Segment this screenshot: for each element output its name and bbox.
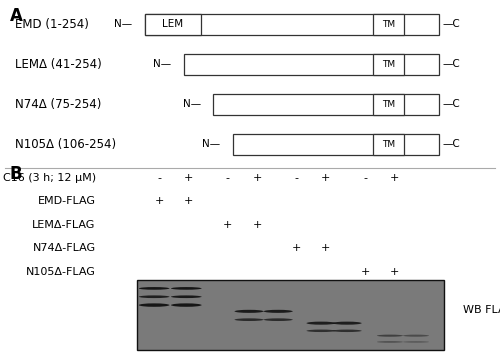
Ellipse shape (377, 335, 403, 337)
Text: B: B (10, 165, 22, 184)
Text: N74Δ (75-254): N74Δ (75-254) (15, 98, 101, 111)
Bar (144, 14, 439, 35)
Text: EMD-FLAG: EMD-FLAG (38, 196, 96, 206)
Text: +: + (252, 220, 262, 230)
Text: +: + (322, 173, 330, 183)
Text: +: + (224, 220, 232, 230)
Bar (372, 94, 404, 115)
Text: +: + (252, 173, 262, 183)
Text: +: + (322, 243, 330, 253)
Ellipse shape (306, 322, 336, 325)
Bar (372, 134, 404, 155)
Text: +: + (184, 173, 194, 183)
Bar (138, 280, 444, 350)
Text: N—: N— (114, 20, 132, 29)
Text: C16 (3 h; 12 μM): C16 (3 h; 12 μM) (2, 173, 96, 183)
Ellipse shape (403, 335, 429, 337)
Text: -: - (226, 173, 230, 183)
Text: LEMΔ-FLAG: LEMΔ-FLAG (32, 220, 96, 230)
Ellipse shape (306, 329, 336, 332)
Ellipse shape (139, 295, 170, 298)
Bar (372, 14, 404, 35)
Ellipse shape (264, 310, 292, 313)
Ellipse shape (171, 295, 202, 298)
Text: N—: N— (154, 59, 172, 69)
Text: WB FLAG: WB FLAG (463, 305, 500, 315)
Ellipse shape (171, 287, 202, 290)
Ellipse shape (377, 341, 403, 343)
Text: LEMΔ (41-254): LEMΔ (41-254) (15, 58, 102, 71)
Text: +: + (360, 267, 370, 277)
Text: —C: —C (442, 59, 460, 69)
Text: —C: —C (442, 20, 460, 29)
Text: TM: TM (382, 20, 395, 29)
Text: LEM: LEM (162, 20, 184, 29)
Ellipse shape (234, 310, 264, 313)
Ellipse shape (403, 341, 429, 343)
Ellipse shape (332, 322, 362, 325)
Text: +: + (184, 196, 194, 206)
Ellipse shape (332, 329, 362, 332)
Text: TM: TM (382, 100, 395, 109)
Ellipse shape (139, 287, 170, 290)
Text: +: + (292, 243, 301, 253)
Text: N105Δ (106-254): N105Δ (106-254) (15, 138, 116, 151)
Text: —C: —C (442, 99, 460, 109)
Text: EMD (1-254): EMD (1-254) (15, 18, 88, 31)
Bar (184, 54, 438, 75)
Ellipse shape (264, 318, 292, 321)
Bar (233, 134, 438, 155)
Text: —C: —C (442, 140, 460, 149)
Bar (372, 54, 404, 75)
Text: A: A (10, 7, 23, 25)
Text: TM: TM (382, 140, 395, 149)
Bar (213, 94, 438, 115)
Text: N74Δ-FLAG: N74Δ-FLAG (32, 243, 96, 253)
Ellipse shape (139, 304, 170, 307)
Text: N—: N— (202, 140, 220, 149)
Ellipse shape (171, 304, 202, 307)
Text: +: + (390, 173, 399, 183)
Ellipse shape (234, 318, 264, 321)
Text: -: - (294, 173, 298, 183)
Text: TM: TM (382, 60, 395, 69)
Text: +: + (154, 196, 164, 206)
Text: -: - (363, 173, 367, 183)
Text: -: - (158, 173, 162, 183)
Bar (144, 14, 201, 35)
Text: N105Δ-FLAG: N105Δ-FLAG (26, 267, 96, 277)
Text: N—: N— (183, 99, 201, 109)
Text: +: + (390, 267, 399, 277)
